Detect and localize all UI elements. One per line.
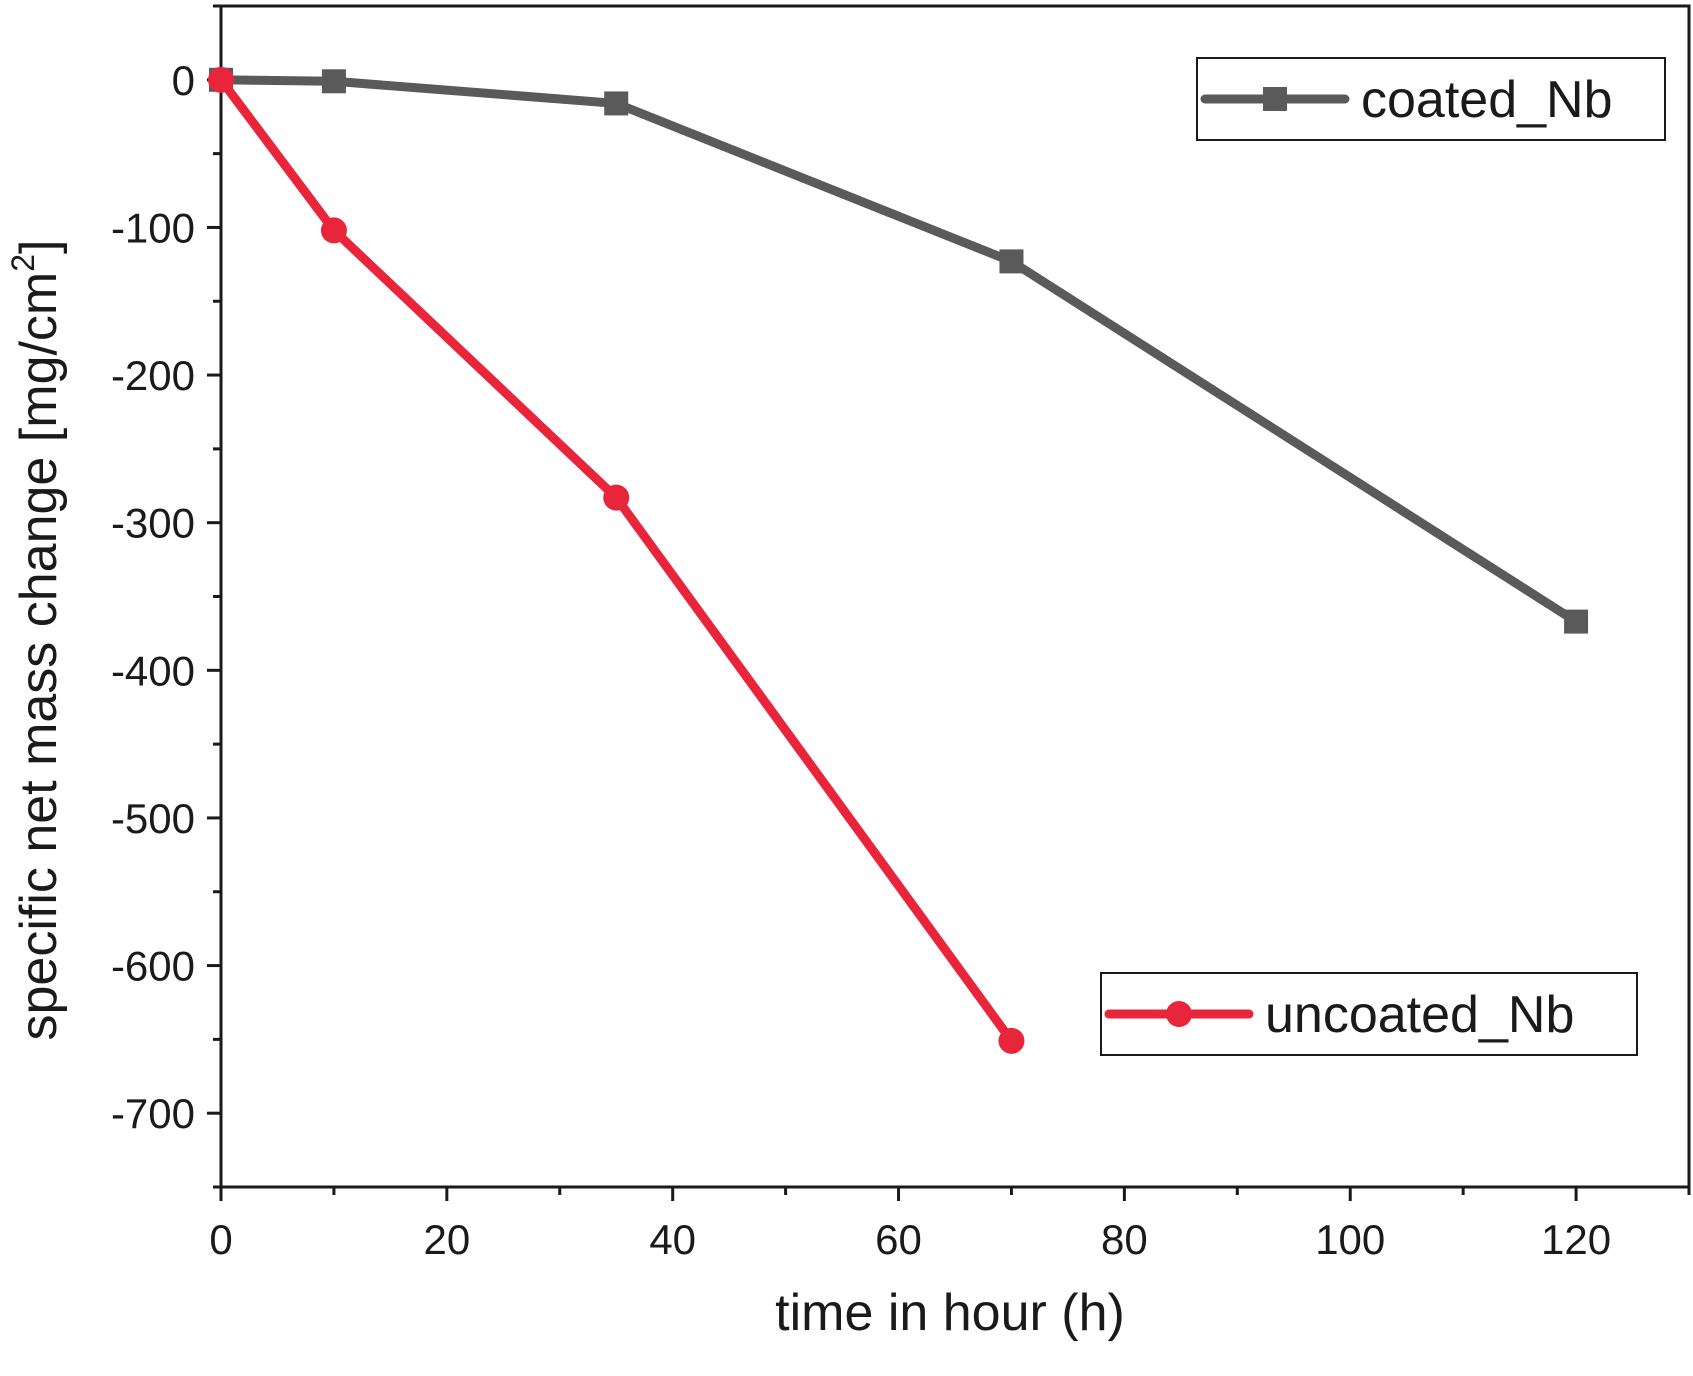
x-tick-label: 60 [875,1216,922,1263]
y-axis-title-main: specific net mass change [mg/cm [10,272,68,1041]
uncoated-nb-point [208,66,234,93]
uncoated-nb-point [320,217,347,244]
series-layer [208,66,1589,1054]
coated-nb-point [1564,609,1589,634]
coated-nb-point [604,91,629,116]
x-tick-label: 40 [649,1216,696,1263]
x-tick-label: 0 [209,1216,232,1263]
y-tick-label: -400 [111,647,195,694]
uncoated-nb-line [216,75,1016,1046]
axes: 0 20 40 60 80 100 120 0 -100 -200 -300 -400 -500 -600… [111,4,1691,1263]
coated-nb-legend-label: coated_Nb [1361,71,1613,129]
x-axis-title: time in hour (h) [775,1284,1125,1342]
y-axis-title: specific net mass change [mg/cm2] [5,239,68,1040]
y-tick-label: 0 [172,57,195,104]
y-tick-label: -100 [111,204,195,251]
uncoated-nb-point [603,484,630,511]
uncoated-nb-legend-label: uncoated_Nb [1265,986,1574,1044]
x-tick-label: 80 [1101,1216,1148,1263]
y-tick-label: -700 [111,1090,195,1137]
uncoated-nb-point [998,1027,1025,1054]
y-tick-label: -600 [111,943,195,990]
x-tick-label: 20 [423,1216,470,1263]
legend-layer: coated_Nb uncoated_Nb [1100,57,1666,1056]
y-axis-title-end: ] [10,239,68,253]
uncoated-nb-legend: uncoated_Nb [1100,972,1638,1056]
uncoated-nb-legend-marker [1166,1001,1192,1027]
y-axis-title-sup: 2 [5,254,41,272]
coated-nb-legend: coated_Nb [1196,57,1666,141]
y-tick-label: -300 [111,500,195,547]
coated-nb-legend-marker [1263,87,1287,111]
coated-nb-point [321,69,346,94]
y-tick-label: -500 [111,795,195,842]
coated-nb-point [999,249,1024,274]
y-tick-label: -200 [111,352,195,399]
coated-nb-line [216,75,1581,627]
x-tick-label: 100 [1315,1216,1385,1263]
x-tick-label: 120 [1541,1216,1611,1263]
